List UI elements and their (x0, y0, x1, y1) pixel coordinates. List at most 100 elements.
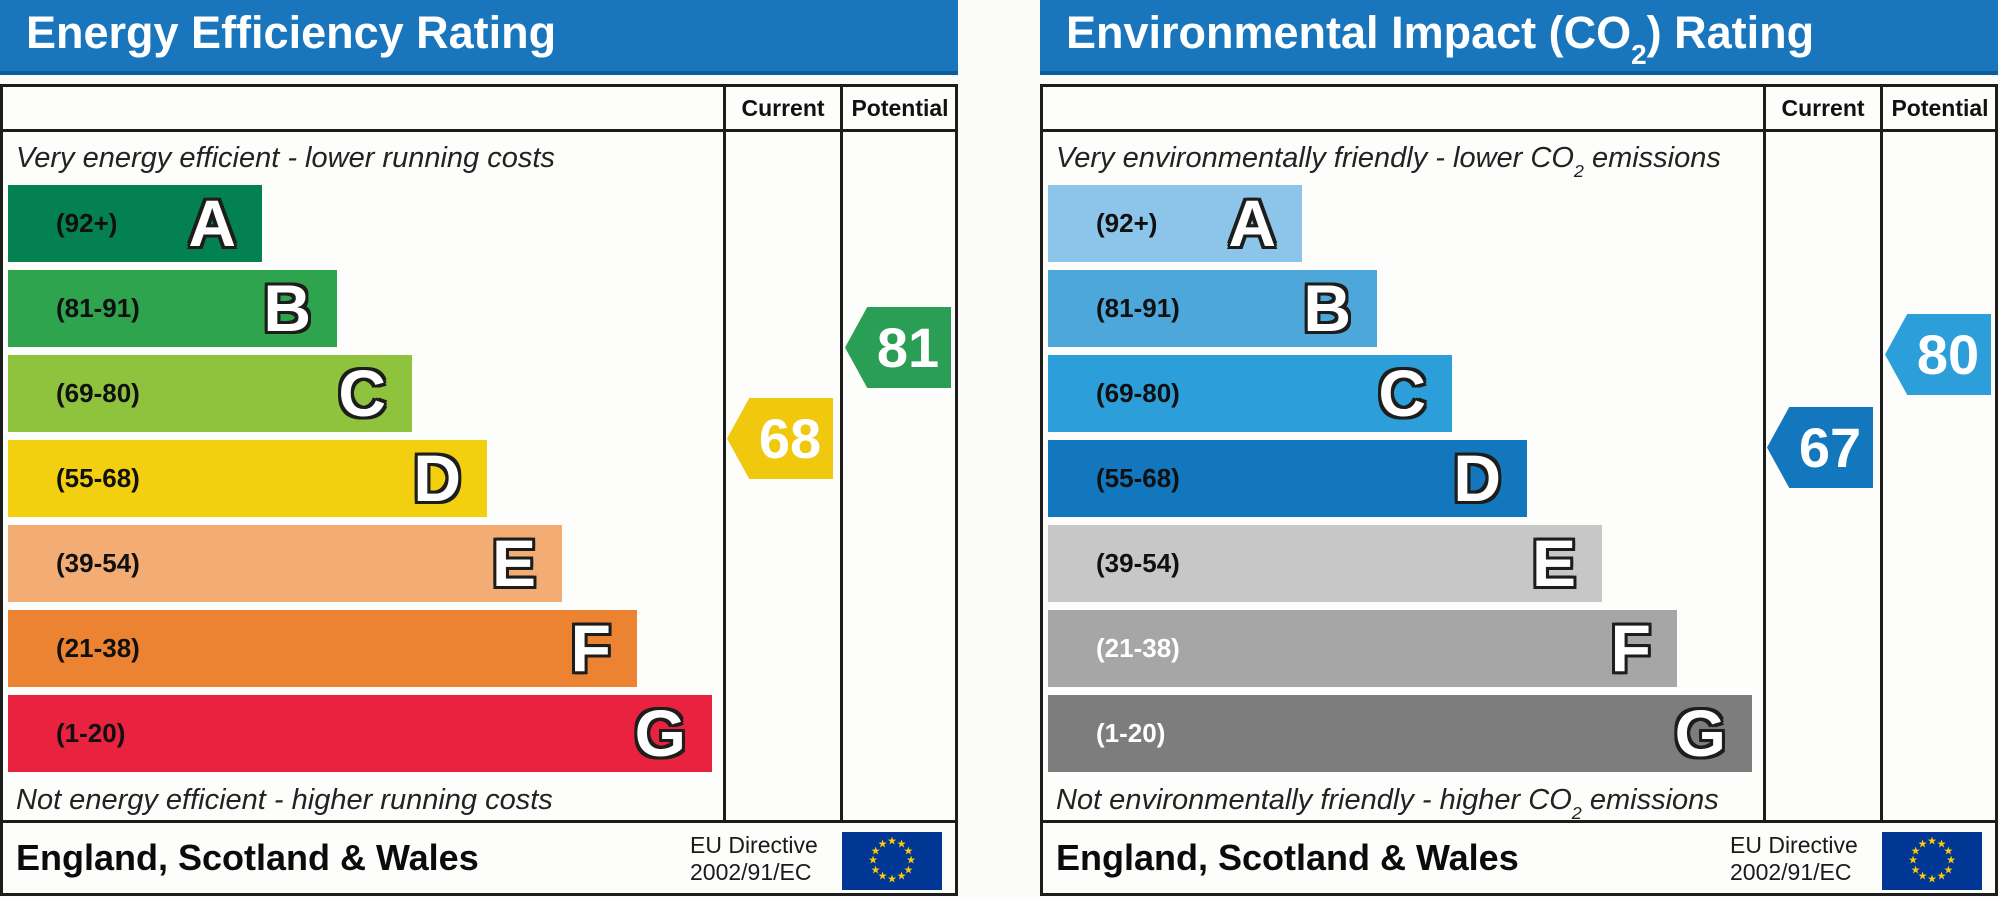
potential-column-header: Potential (851, 94, 949, 121)
band-range: (1-20) (56, 718, 126, 748)
band-range: (81-91) (1096, 293, 1180, 323)
chart-title: Energy Efficiency Rating (26, 6, 557, 58)
header-divider (0, 129, 958, 132)
band-b: (81-91) B (1048, 270, 1377, 347)
band-letter: G (1674, 696, 1726, 770)
band-letter: C (1378, 356, 1426, 430)
band-range: (92+) (56, 208, 118, 238)
potential-rating-arrow: 80 (1885, 314, 1991, 395)
eu-flag: ★ ★ ★ ★ ★ ★ ★ ★ ★ ★ ★ ★ (842, 832, 942, 890)
eu-star-icon: ★ (870, 845, 881, 857)
eu-star-icon: ★ (877, 838, 888, 851)
current-rating-value: 68 (758, 407, 822, 470)
potential-rating-value: 81 (876, 316, 940, 379)
band-letter: E (1531, 526, 1576, 600)
chart-title-bar: Energy Efficiency Rating (0, 0, 958, 75)
band-g: (1-20) G (1048, 695, 1752, 772)
band-g: (1-20) G (8, 695, 712, 772)
eu-star-icon: ★ (870, 864, 881, 876)
chart-title: Environmental Impact (CO2) Rating (1066, 6, 1815, 70)
eu-star-icon: ★ (1936, 838, 1947, 851)
band-a: (92+) A (8, 185, 262, 262)
header-divider (1040, 129, 1998, 132)
eu-star-icon: ★ (1946, 854, 1956, 867)
band-e: (39-54) E (8, 525, 562, 602)
band-range: (21-38) (1096, 633, 1180, 663)
band-f: (21-38) F (1048, 610, 1677, 687)
eu-star-icon: ★ (903, 845, 914, 857)
current-rating-arrow: 68 (727, 398, 833, 479)
band-letter: A (188, 186, 236, 260)
bottom-note: Not environmentally friendly - higher CO… (1056, 784, 1719, 824)
band-letter: F (570, 611, 611, 685)
eu-star-icon: ★ (896, 838, 907, 851)
band-range: (55-68) (56, 463, 140, 493)
current-column-header: Current (741, 94, 825, 121)
eu-star-icon: ★ (896, 870, 907, 883)
column-divider (723, 84, 726, 823)
energy-efficiency-chart: Energy Efficiency Rating Current Potenti… (0, 0, 958, 899)
current-column-header: Current (1781, 94, 1865, 121)
band-letter: B (263, 271, 311, 345)
band-range: (21-38) (56, 633, 140, 663)
band-letter: G (634, 696, 686, 770)
eu-star-icon: ★ (1910, 864, 1921, 876)
eu-star-icon: ★ (903, 864, 914, 876)
band-range: (39-54) (56, 548, 140, 578)
eu-star-icon: ★ (877, 870, 888, 883)
top-note: Very environmentally friendly - lower CO… (1056, 142, 1721, 182)
band-letter: C (338, 356, 386, 430)
band-letter: D (413, 441, 461, 515)
potential-rating-value: 80 (1916, 323, 1980, 386)
band-f: (21-38) F (8, 610, 637, 687)
band-a: (92+) A (1048, 185, 1302, 262)
band-letter: E (491, 526, 536, 600)
band-d: (55-68) D (8, 440, 487, 517)
band-range: (39-54) (1096, 548, 1180, 578)
potential-rating-arrow: 81 (845, 307, 951, 388)
band-range: (69-80) (56, 378, 140, 408)
footer-divider (0, 820, 958, 823)
eu-flag: ★ ★ ★ ★ ★ ★ ★ ★ ★ ★ ★ ★ (1882, 832, 1982, 890)
eu-directive-label: EU Directive 2002/91/EC (1730, 832, 1858, 885)
eu-star-icon: ★ (1910, 845, 1921, 857)
band-c: (69-80) C (8, 355, 412, 432)
eu-star-icon: ★ (1908, 854, 1918, 867)
band-letter: D (1453, 441, 1501, 515)
eu-star-icon: ★ (868, 854, 878, 867)
band-range: (81-91) (56, 293, 140, 323)
eu-star-icon: ★ (1943, 845, 1954, 857)
environmental-impact-chart: Environmental Impact (CO2) Rating Curren… (1040, 0, 1998, 899)
band-range: (92+) (1096, 208, 1158, 238)
band-range: (69-80) (1096, 378, 1180, 408)
band-range: (1-20) (1096, 718, 1166, 748)
band-letter: F (1610, 611, 1651, 685)
eu-star-icon: ★ (887, 835, 897, 848)
column-divider (1763, 84, 1766, 823)
band-b: (81-91) B (8, 270, 337, 347)
footer-region-label: England, Scotland & Wales (1056, 837, 1519, 878)
eu-star-icon: ★ (1936, 870, 1947, 883)
band-d: (55-68) D (1048, 440, 1527, 517)
eu-star-icon: ★ (887, 873, 897, 886)
column-divider (840, 84, 843, 823)
current-rating-value: 67 (1798, 416, 1862, 479)
column-divider (1880, 84, 1883, 823)
eu-star-icon: ★ (906, 854, 916, 867)
eu-star-icon: ★ (1943, 864, 1954, 876)
current-rating-arrow: 67 (1767, 407, 1873, 488)
bottom-note: Not energy efficient - higher running co… (16, 784, 553, 816)
eu-star-icon: ★ (1927, 873, 1937, 886)
potential-column-header: Potential (1891, 94, 1989, 121)
band-letter: A (1228, 186, 1276, 260)
chart-title-bar: Environmental Impact (CO2) Rating (1040, 0, 1998, 75)
footer-divider (1040, 820, 1998, 823)
eu-star-icon: ★ (1917, 870, 1928, 883)
eu-directive-label: EU Directive 2002/91/EC (690, 832, 818, 885)
top-note: Very energy efficient - lower running co… (16, 142, 555, 174)
band-letter: B (1303, 271, 1351, 345)
eu-star-icon: ★ (1917, 838, 1928, 851)
footer-region-label: England, Scotland & Wales (16, 837, 479, 878)
band-range: (55-68) (1096, 463, 1180, 493)
